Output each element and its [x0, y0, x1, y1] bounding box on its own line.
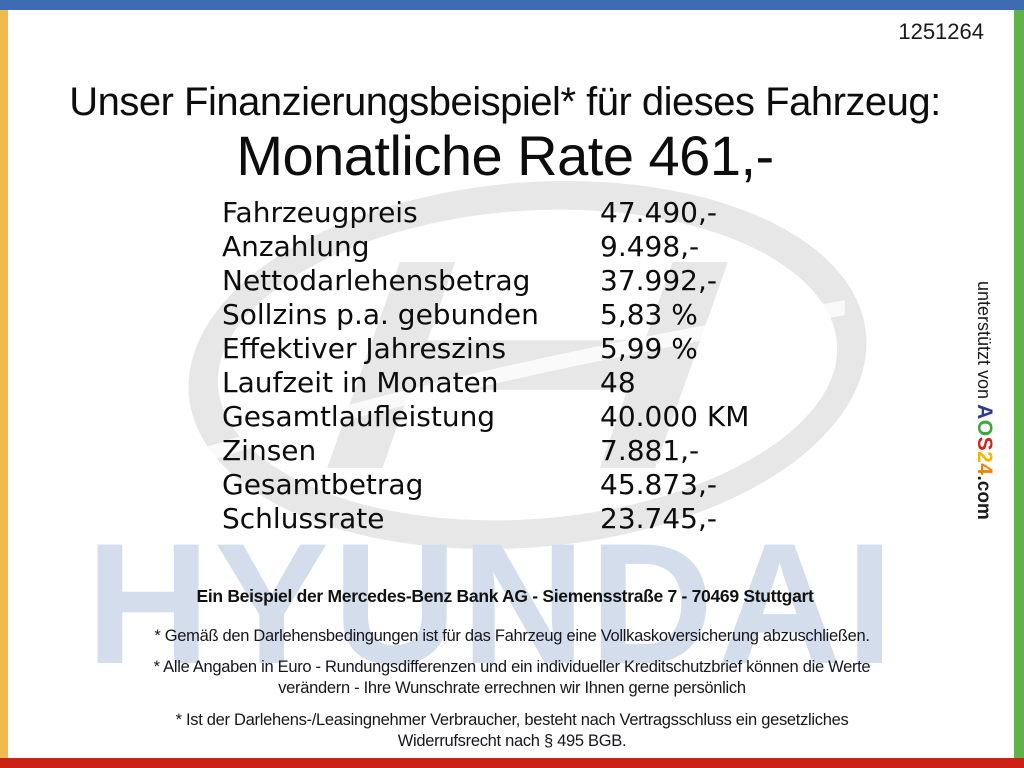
footnotes: * Gemäß den Darlehensbedingungen ist für…	[62, 626, 962, 752]
top-border-bar	[0, 0, 1024, 10]
document-number: 1251264	[898, 19, 984, 44]
supported-by-strip: unterstützt von AOS24.com	[972, 281, 996, 520]
aos24-logo-letter: 2	[973, 451, 996, 464]
finance-table: Fahrzeugpreis 47.490,- Anzahlung 9.498,-…	[222, 196, 842, 536]
hyundai-h-emblem-watermark-icon	[188, 180, 867, 550]
row-label: Anzahlung	[222, 230, 370, 263]
row-label: Zinsen	[222, 434, 317, 467]
aos24-logo-letter: 4	[973, 463, 996, 476]
page-title: Unser Finanzierungsbeispiel* für dieses …	[69, 80, 941, 124]
table-row: Gesamtlaufleistung 40.000 KM	[222, 400, 842, 434]
row-value: 45.873,-	[600, 468, 717, 501]
table-row: Nettodarlehensbetrag 37.992,-	[222, 264, 842, 298]
row-value: 23.745,-	[600, 502, 717, 535]
spacer	[62, 647, 962, 657]
row-value: 47.490,-	[600, 196, 717, 229]
footnote-euro-line2: verändern - Ihre Wunschrate errechnen wi…	[278, 679, 746, 697]
row-label: Laufzeit in Monaten	[222, 366, 499, 399]
row-label: Gesamtlaufleistung	[222, 400, 496, 433]
footnote-euro-line1: * Alle Angaben in Euro - Rundungsdiffere…	[153, 658, 871, 676]
aos24-logo-suffix: .com	[973, 475, 994, 520]
aos24-logo-letter: S	[973, 436, 996, 452]
bottom-border-bar	[0, 758, 1024, 768]
row-value: 5,83 %	[600, 298, 698, 331]
table-row: Sollzins p.a. gebunden 5,83 %	[222, 298, 842, 332]
table-row: Effektiver Jahreszins 5,99 %	[222, 332, 842, 366]
table-row: Anzahlung 9.498,-	[222, 230, 842, 264]
row-label: Nettodarlehensbetrag	[222, 264, 531, 297]
table-row: Laufzeit in Monaten 48	[222, 366, 842, 400]
aos24-logo-letter: A	[973, 404, 996, 420]
left-border-bar	[0, 10, 8, 758]
right-border-bar	[1014, 10, 1024, 758]
row-label: Effektiver Jahreszins	[222, 332, 507, 365]
row-label: Sollzins p.a. gebunden	[222, 298, 539, 331]
footnote-insurance: * Gemäß den Darlehensbedingungen ist für…	[154, 627, 870, 645]
spacer	[62, 699, 962, 710]
bank-address-line: Ein Beispiel der Mercedes-Benz Bank AG -…	[196, 586, 814, 606]
footnote-withdrawal-line2: Widerrufsrecht nach § 495 BGB.	[397, 732, 627, 750]
hyundai-wordmark-watermark: HYUNDAI	[86, 508, 898, 700]
supported-by-label: unterstützt von	[974, 281, 994, 405]
table-row: Schlussrate 23.745,-	[222, 502, 842, 536]
aos24-logo-letter: O	[973, 419, 996, 437]
table-row: Zinsen 7.881,-	[222, 434, 842, 468]
row-label: Fahrzeugpreis	[222, 196, 418, 229]
row-value: 37.992,-	[600, 264, 717, 297]
row-value: 5,99 %	[600, 332, 698, 365]
table-row: Fahrzeugpreis 47.490,-	[222, 196, 842, 230]
footnote-withdrawal-line1: * Ist der Darlehens-/Leasingnehmer Verbr…	[175, 711, 849, 729]
row-value: 40.000 KM	[600, 400, 750, 433]
row-label: Gesamtbetrag	[222, 468, 424, 501]
row-label: Schlussrate	[222, 502, 385, 535]
table-row: Gesamtbetrag 45.873,-	[222, 468, 842, 502]
row-value: 48	[600, 366, 636, 399]
row-value: 7.881,-	[600, 434, 700, 467]
row-value: 9.498,-	[600, 230, 700, 263]
monthly-rate-headline: Monatliche Rate 461,-	[236, 124, 774, 187]
